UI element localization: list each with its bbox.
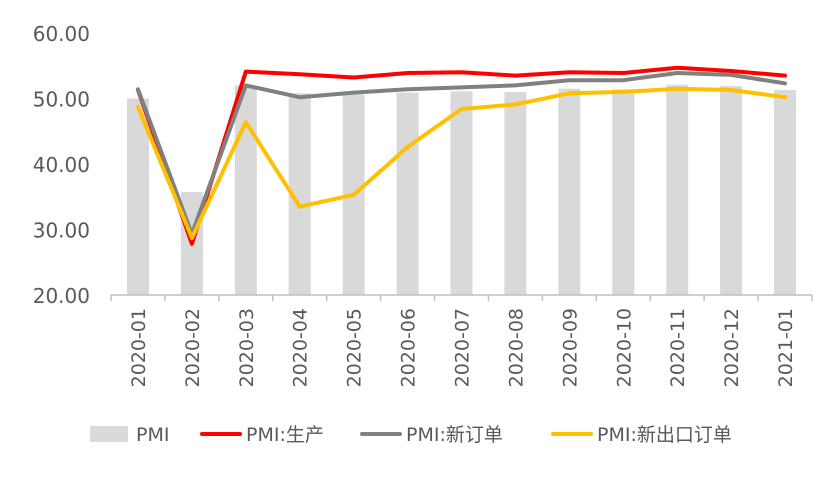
legend-swatch-PMI xyxy=(90,426,128,442)
bar-2020-09 xyxy=(558,89,580,295)
x-tick-label: 2020-01 xyxy=(128,308,150,387)
x-tick-label: 2020-09 xyxy=(559,308,581,387)
y-tick-label: 50.00 xyxy=(33,88,90,112)
bar-2020-08 xyxy=(504,92,526,295)
y-tick-label: 60.00 xyxy=(33,22,90,46)
legend-label: PMI:新订单 xyxy=(406,424,503,446)
x-tick-label: 2020-11 xyxy=(667,308,689,387)
x-tick-label: 2020-02 xyxy=(182,308,204,387)
x-tick-label: 2020-04 xyxy=(290,308,312,387)
legend-label: PMI xyxy=(136,424,169,446)
bar-2020-03 xyxy=(235,85,257,295)
x-tick-label: 2020-03 xyxy=(236,308,258,387)
bar-2020-12 xyxy=(720,86,742,295)
x-tick-label: 2020-08 xyxy=(505,308,527,387)
bar-2020-11 xyxy=(666,85,688,295)
x-tick-label: 2021-01 xyxy=(775,308,797,387)
y-tick-label: 30.00 xyxy=(33,219,90,243)
x-tick-label: 2020-10 xyxy=(613,308,635,387)
x-tick-label: 2020-07 xyxy=(452,308,474,387)
x-tick-label: 2020-12 xyxy=(721,308,743,387)
legend-label: PMI:生产 xyxy=(246,424,324,446)
y-tick-label: 20.00 xyxy=(33,284,90,308)
x-tick-label: 2020-06 xyxy=(398,308,420,387)
bar-2020-06 xyxy=(397,93,419,295)
bar-2020-10 xyxy=(612,89,634,295)
y-tick-label: 40.00 xyxy=(33,153,90,177)
bar-2020-07 xyxy=(451,91,473,295)
bar-2021-01 xyxy=(774,90,796,295)
x-tick-label: 2020-05 xyxy=(344,308,366,387)
legend-label: PMI:新出口订单 xyxy=(597,424,732,446)
